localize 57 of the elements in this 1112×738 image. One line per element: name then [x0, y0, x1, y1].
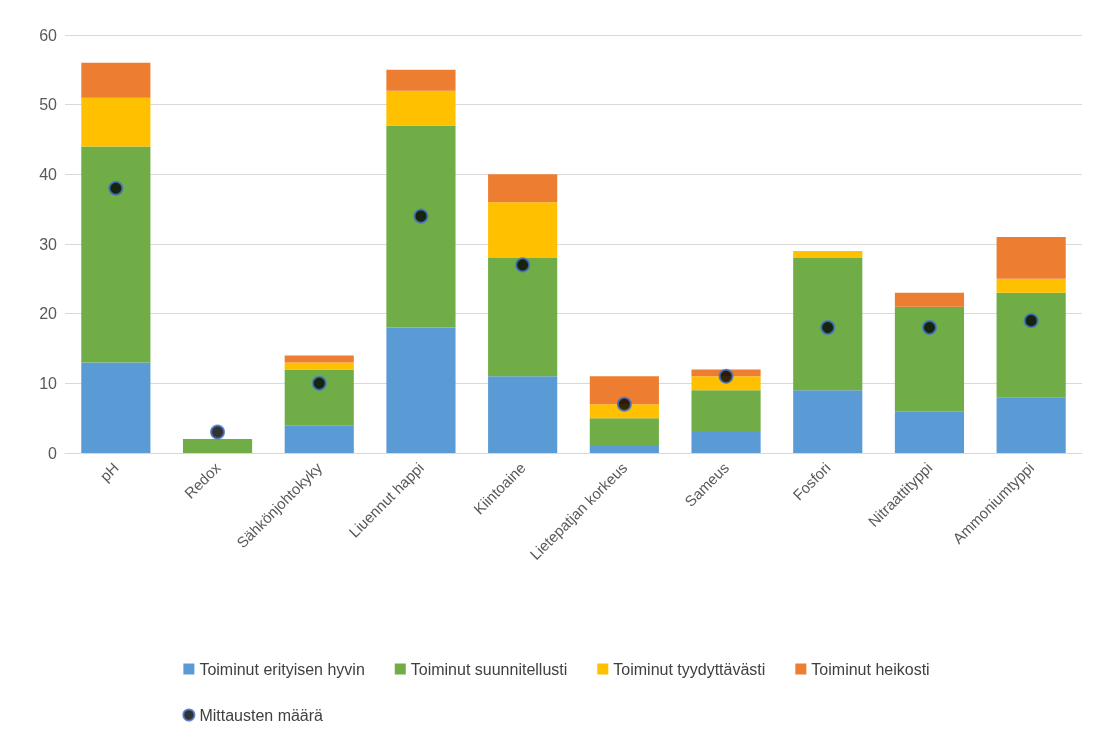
- bar: [284, 425, 354, 453]
- y-tick-label: 50: [39, 96, 58, 114]
- point: [515, 257, 531, 273]
- bar: [488, 174, 558, 203]
- bar: [488, 376, 558, 453]
- point: [311, 375, 327, 391]
- bar: [691, 376, 761, 391]
- y-tick-label: 20: [39, 305, 58, 323]
- legend-label: Mittausten määrä: [199, 706, 324, 724]
- bar: [691, 390, 761, 433]
- point: [1023, 313, 1039, 329]
- bar: [691, 432, 761, 453]
- bar: [386, 125, 456, 328]
- bar: [793, 390, 863, 453]
- y-tick-label: 40: [39, 165, 58, 183]
- point: [616, 396, 632, 412]
- legend-label: Toiminut tyydyttävästi: [613, 660, 766, 678]
- bar: [386, 69, 456, 91]
- bar: [894, 411, 965, 453]
- legend-label: Toiminut heikosti: [811, 660, 930, 678]
- bar: [81, 62, 151, 98]
- point: [108, 180, 124, 196]
- bar: [589, 376, 659, 405]
- x-tick-label: pH: [96, 458, 122, 485]
- bar: [284, 362, 354, 370]
- y-tick-label: 0: [48, 444, 58, 462]
- bar: [284, 369, 354, 426]
- bar: [793, 257, 863, 391]
- bar: [894, 292, 965, 307]
- bar: [589, 446, 659, 453]
- point: [718, 368, 734, 384]
- bar: [589, 404, 659, 419]
- bar: [793, 250, 863, 258]
- point: [921, 320, 937, 336]
- bar: [81, 146, 151, 363]
- bar: [386, 327, 456, 453]
- bar: [996, 292, 1066, 398]
- y-tick-label: 60: [39, 26, 58, 44]
- bar: [996, 397, 1066, 453]
- y-tick-label: 10: [39, 374, 58, 392]
- point: [820, 320, 836, 336]
- point: [210, 424, 226, 440]
- bar: [284, 355, 354, 363]
- legend-label: Toiminut suunnitellusti: [410, 660, 568, 678]
- legend-label: Toiminut erityisen hyvin: [199, 660, 365, 678]
- bar: [488, 202, 558, 258]
- bar: [81, 362, 151, 453]
- bar: [996, 278, 1066, 293]
- point: [413, 208, 429, 224]
- bar: [182, 439, 253, 453]
- bar: [996, 237, 1066, 279]
- bar: [894, 306, 965, 412]
- bar: [488, 257, 558, 377]
- bar: [386, 90, 456, 126]
- bar: [589, 418, 659, 447]
- y-tick-label: 30: [39, 235, 58, 253]
- bar: [81, 97, 151, 147]
